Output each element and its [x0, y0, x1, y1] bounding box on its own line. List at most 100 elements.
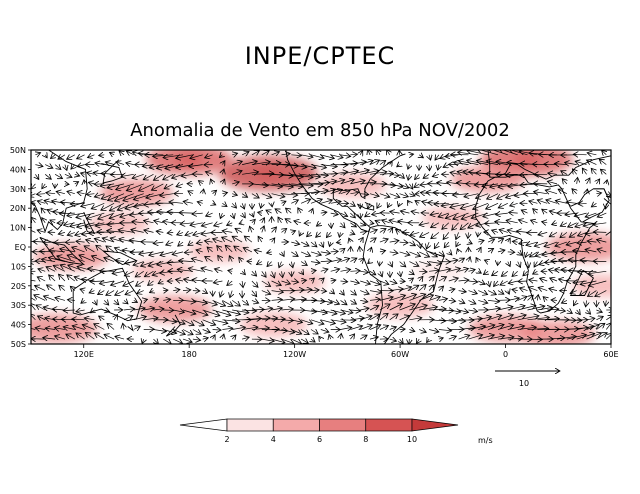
wind-vector — [232, 335, 236, 339]
wind-vector — [182, 329, 193, 335]
wind-vector — [66, 334, 75, 340]
wind-vector — [331, 222, 332, 229]
coastline-10 — [362, 227, 383, 344]
x-axis: 120E 180 120W 60W 0 60E — [74, 344, 619, 359]
wind-vector — [487, 315, 502, 321]
wind-vector — [275, 209, 282, 213]
wind-vector — [448, 310, 461, 312]
wind-vector — [57, 256, 75, 262]
wind-vector — [517, 327, 537, 329]
wind-vector — [137, 291, 144, 294]
wind-vector — [164, 183, 174, 189]
wind-vector — [350, 154, 357, 155]
wind-vector — [379, 194, 390, 198]
wind-vector — [365, 213, 370, 217]
wind-vector — [54, 242, 65, 243]
wind-vector — [203, 189, 204, 194]
wind-vector — [534, 262, 537, 268]
wind-vector — [96, 245, 105, 253]
wind-vector — [597, 249, 607, 252]
wind-vector — [114, 300, 119, 304]
wind-vector — [438, 277, 447, 281]
wind-vector — [212, 320, 228, 324]
wind-vector — [251, 173, 274, 174]
wind-vector — [222, 237, 233, 243]
wind-vector — [468, 326, 486, 330]
colorbar-segment — [319, 418, 367, 432]
wind-vector — [419, 295, 433, 301]
wind-vector — [340, 320, 356, 321]
wind-vector — [67, 191, 75, 193]
wind-vector — [596, 179, 599, 184]
wind-vector — [91, 202, 105, 209]
wind-vector — [272, 238, 275, 242]
wind-vector — [468, 335, 483, 340]
wind-vector — [138, 183, 154, 191]
coastline-9 — [370, 225, 445, 344]
wind-vector — [399, 304, 416, 311]
wind-vector — [300, 339, 308, 343]
wind-vector — [281, 299, 295, 301]
wind-vector — [512, 271, 518, 276]
wind-vector — [230, 290, 232, 298]
wind-vector — [54, 165, 61, 170]
wind-vector — [225, 245, 233, 253]
wind-vector — [94, 239, 105, 243]
wind-vector — [182, 290, 191, 291]
wind-vector — [213, 239, 223, 242]
wind-vector — [369, 281, 380, 285]
wind-vector — [558, 189, 568, 194]
wind-vector — [360, 182, 376, 184]
wind-vector — [379, 281, 389, 284]
wind-vector — [512, 289, 518, 290]
wind-vector — [291, 329, 301, 335]
wind-vector — [458, 300, 465, 303]
wind-vector — [350, 291, 356, 295]
wind-vector — [50, 220, 55, 223]
anomaly-region-3 — [99, 179, 174, 207]
wind-vector — [212, 300, 226, 306]
wind-vector — [596, 323, 605, 330]
wind-vector — [359, 246, 360, 252]
wind-vector — [163, 330, 176, 334]
wind-vector — [478, 247, 481, 252]
wind-vector — [586, 318, 595, 320]
wind-vector — [261, 151, 270, 155]
wind-vector — [67, 232, 75, 235]
wind-vector — [360, 325, 372, 330]
wind-vector — [202, 330, 211, 333]
wind-vector — [448, 268, 461, 271]
wind-vector — [527, 295, 534, 300]
wind-vector — [38, 269, 46, 272]
wind-vector — [419, 330, 426, 333]
wind-vector — [478, 232, 479, 237]
wind-vector — [282, 201, 287, 203]
wind-vector — [442, 222, 450, 230]
wind-vector — [232, 236, 243, 243]
wind-vector — [497, 315, 513, 321]
wind-vector — [310, 310, 327, 313]
wind-vector — [74, 277, 85, 281]
wind-vector — [136, 280, 144, 286]
wind-vector — [45, 155, 47, 158]
wind-vector — [340, 180, 355, 185]
wind-vector — [271, 330, 288, 331]
wind-vector — [320, 261, 332, 262]
wind-vector — [419, 276, 423, 281]
wind-vector — [389, 174, 400, 175]
wind-vector — [580, 291, 587, 296]
wind-vector — [340, 310, 354, 313]
wind-vector — [420, 184, 430, 185]
wind-vector — [389, 304, 403, 311]
wind-vector — [499, 230, 508, 233]
wind-vector — [67, 275, 76, 282]
wind-vector — [360, 300, 368, 301]
wind-vector — [527, 306, 545, 311]
wind-vector — [523, 271, 528, 276]
wind-vector — [593, 232, 607, 233]
wind-vector — [409, 261, 419, 267]
wind-vector — [300, 252, 311, 256]
wind-vector — [360, 171, 379, 175]
wind-vector — [301, 280, 306, 281]
wind-vector — [192, 319, 204, 326]
